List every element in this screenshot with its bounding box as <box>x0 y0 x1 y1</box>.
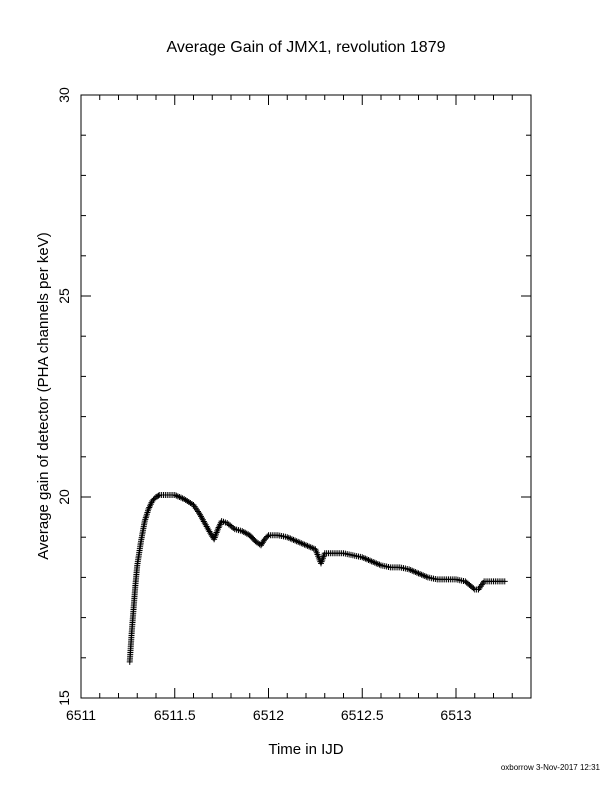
data-point <box>470 585 477 592</box>
x-axis-label: Time in IJD <box>268 741 343 758</box>
plot-frame <box>80 94 532 699</box>
axis-ticks <box>80 94 532 699</box>
x-tick-label: 6511 <box>66 707 96 723</box>
x-tick-label: 6511.5 <box>154 707 196 723</box>
x-tick-label: 6512.5 <box>341 707 384 723</box>
y-tick-label: 20 <box>56 489 72 505</box>
x-tick-label: 6513 <box>440 707 471 723</box>
axis-tick-labels: 6511 6511.5 6512 6512.5 6513 15 20 25 30 <box>56 87 472 723</box>
y-axis-label: Average gain of detector (PHA channels p… <box>35 232 52 559</box>
y-tick-label: 30 <box>56 87 72 103</box>
data-point <box>264 533 271 540</box>
data-point <box>501 578 508 585</box>
footer-credit: oxborrow 3-Nov-2017 12:31 <box>501 763 601 772</box>
x-tick-label: 6512 <box>253 707 284 723</box>
data-point <box>155 492 162 499</box>
y-tick-label: 25 <box>56 288 72 304</box>
data-points <box>126 491 508 665</box>
chart-title: Average Gain of JMX1, revolution 1879 <box>167 39 446 56</box>
y-tick-label: 15 <box>56 690 72 706</box>
